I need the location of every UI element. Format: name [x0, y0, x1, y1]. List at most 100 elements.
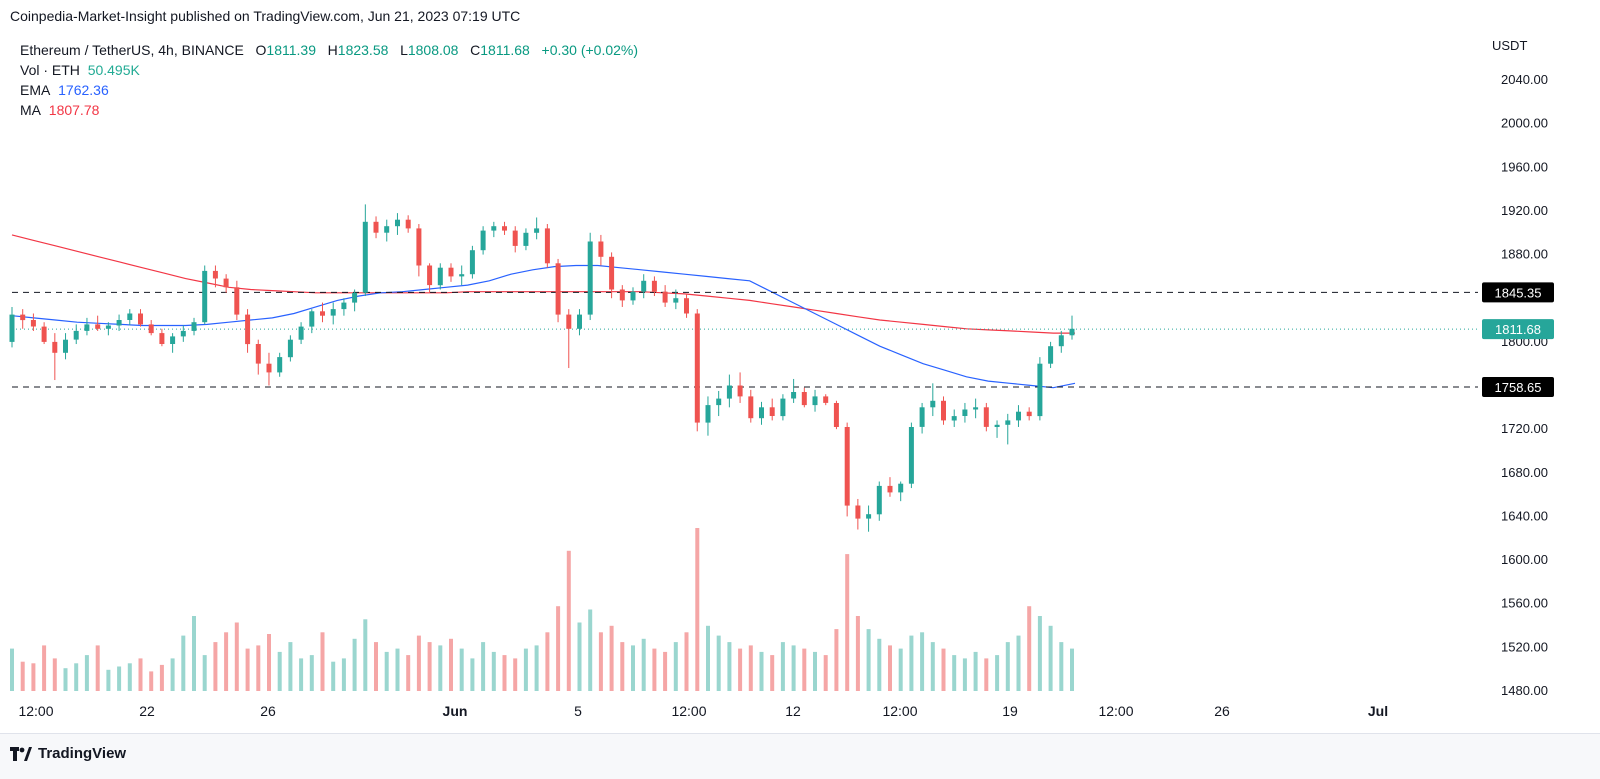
candle	[534, 217, 540, 240]
volume-bar	[866, 629, 871, 691]
candle	[180, 325, 186, 342]
x-tick-label: 12:00	[671, 703, 706, 719]
volume-bar	[95, 645, 100, 691]
candle	[41, 322, 47, 345]
candle	[812, 389, 818, 412]
y-tick-label: 1600.00	[1501, 552, 1548, 567]
volume-bar	[309, 655, 314, 691]
open-value: 1811.39	[266, 42, 316, 58]
candle	[898, 481, 904, 502]
candle-body	[502, 226, 507, 231]
low-value: 1808.08	[407, 42, 459, 58]
candle-body	[662, 291, 668, 303]
candle-body	[748, 396, 754, 419]
volume-bar	[331, 661, 336, 691]
candle-body	[148, 324, 154, 334]
volume-bar	[673, 642, 678, 691]
volume-bar	[920, 632, 925, 691]
candle-body	[1069, 328, 1075, 336]
candle	[630, 287, 636, 305]
y-tick-label: 1680.00	[1501, 465, 1548, 480]
candle-body	[245, 314, 251, 345]
symbol-label[interactable]: Ethereum / TetherUS, 4h, BINANCE	[20, 42, 244, 58]
candle	[427, 263, 433, 293]
candle-body	[362, 221, 368, 293]
candle-body	[180, 330, 186, 337]
volume-bar	[1059, 642, 1064, 691]
candle-body	[448, 267, 454, 277]
candle	[298, 322, 304, 345]
candle-body	[651, 280, 657, 292]
volume-bar	[438, 645, 443, 691]
candle	[245, 309, 251, 353]
candle-body	[791, 392, 797, 399]
candle-body	[534, 228, 540, 233]
volume-bar	[1070, 648, 1074, 691]
candle-body	[973, 407, 979, 410]
volume-bar	[192, 616, 196, 691]
candle	[9, 306, 15, 348]
candle	[459, 265, 465, 286]
candle	[823, 394, 829, 406]
candle	[341, 298, 347, 316]
legend-ema-row[interactable]: EMA 1762.36	[20, 80, 638, 100]
ema-value: 1762.36	[58, 82, 109, 98]
volume-bar	[20, 661, 25, 691]
price-axis-unit: USDT	[1492, 38, 1528, 53]
time-axis[interactable]: 12:00 22 26 Jun 5 12:00 12 12:00 19 12:00 26 Jul	[18, 703, 1388, 719]
candle	[587, 232, 593, 321]
candle-body	[277, 357, 283, 373]
candle-body	[694, 313, 700, 423]
y-tick-label: 2040.00	[1501, 72, 1548, 87]
volume-bar	[52, 658, 57, 691]
candle	[930, 383, 936, 417]
candle	[437, 263, 443, 290]
tradingview-brand[interactable]: TradingView	[10, 745, 126, 762]
chart-legend: Ethereum / TetherUS, 4h, BINANCE O1811.3…	[20, 40, 638, 120]
candle-body	[844, 427, 850, 506]
volume-bar	[738, 648, 743, 691]
x-tick-label: 22	[139, 703, 155, 719]
legend-ma-row[interactable]: MA 1807.78	[20, 100, 638, 120]
volume-bar	[513, 658, 518, 691]
volume-bar	[256, 645, 261, 691]
volume-bar	[545, 632, 550, 691]
candle	[577, 309, 582, 336]
volume-bar	[406, 655, 411, 691]
candle-body	[384, 226, 390, 233]
candle	[887, 477, 893, 497]
volume-bar	[598, 632, 603, 691]
candle	[866, 505, 872, 532]
candle	[309, 309, 315, 334]
candle-body	[673, 298, 679, 303]
legend-volume-row[interactable]: Vol · ETH 50.495K	[20, 60, 638, 80]
candle	[138, 309, 143, 327]
candle-body	[951, 416, 957, 421]
volume-bar	[877, 638, 882, 691]
candle	[1069, 315, 1075, 340]
candle-body	[138, 313, 143, 325]
candle-body	[52, 341, 58, 353]
candle	[223, 274, 229, 293]
volume-bar	[384, 651, 389, 691]
candle	[973, 398, 979, 419]
candle	[266, 352, 272, 386]
volume-bar	[159, 664, 164, 691]
candle-body	[705, 405, 711, 423]
price-axis[interactable]: 2040.002000.001960.001920.001880.001840.…	[1482, 72, 1554, 698]
candle	[651, 276, 657, 297]
volume-bar	[127, 663, 132, 691]
candle-body	[1048, 346, 1054, 364]
candle	[127, 309, 133, 326]
volume-bar	[523, 648, 528, 691]
candle	[469, 245, 475, 279]
last-price-tag	[1482, 319, 1554, 340]
candle	[833, 400, 839, 430]
last-price-label: 1811.68	[1495, 322, 1541, 337]
volume-bar	[706, 625, 710, 691]
price-chart[interactable]: 2040.002000.001960.001920.001880.001840.…	[0, 0, 1600, 733]
volume-bar	[845, 554, 850, 691]
candle-body	[105, 325, 111, 329]
candle-body	[587, 241, 593, 315]
volume-bar	[534, 645, 539, 691]
